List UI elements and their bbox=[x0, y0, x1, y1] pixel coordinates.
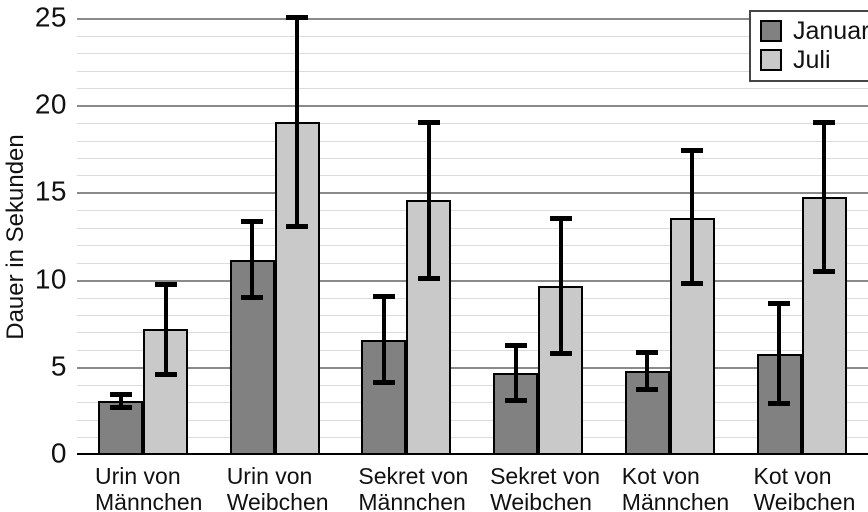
minor-gridline-22 bbox=[77, 70, 868, 72]
error-bar-bottom-cap-januar-urin-von-weibchen bbox=[241, 295, 264, 301]
bar-juli-kot-von-weibchen bbox=[801, 196, 847, 455]
error-bar-top-cap-juli-urin-von-m-nnchen bbox=[154, 282, 177, 288]
minor-gridline-3 bbox=[77, 402, 868, 404]
error-bar-top-cap-januar-kot-von-m-nnchen bbox=[636, 350, 659, 356]
error-bar-top-cap-juli-urin-von-weibchen bbox=[286, 15, 309, 21]
y-tick-label-20: 20 bbox=[34, 88, 67, 120]
error-bar-line-januar-urin-von-weibchen bbox=[250, 221, 255, 299]
error-bar-line-juli-urin-von-m-nnchen bbox=[163, 284, 168, 375]
minor-gridline-8 bbox=[77, 314, 868, 316]
error-bar-top-cap-juli-kot-von-weibchen bbox=[813, 119, 835, 125]
minor-gridline-13 bbox=[77, 227, 868, 229]
major-gridline-15 bbox=[77, 192, 868, 195]
error-bar-line-juli-urin-von-weibchen bbox=[295, 17, 300, 227]
error-bar-top-cap-juli-kot-von-m-nnchen bbox=[681, 147, 704, 153]
legend-label-juli: Juli bbox=[793, 45, 831, 74]
plot-area bbox=[77, 15, 868, 455]
error-bar-bottom-cap-juli-sekret-von-weibchen bbox=[549, 350, 572, 356]
minor-gridline-4 bbox=[77, 384, 868, 386]
legend-swatch-juli bbox=[760, 49, 782, 71]
y-tick-label-25: 25 bbox=[34, 1, 67, 33]
error-bar-line-juli-kot-von-m-nnchen bbox=[690, 149, 695, 285]
error-bar-top-cap-januar-kot-von-weibchen bbox=[768, 301, 790, 307]
y-tick-label-15: 15 bbox=[34, 176, 67, 208]
minor-gridline-6 bbox=[77, 349, 868, 351]
major-gridline-20 bbox=[77, 105, 868, 108]
minor-gridline-14 bbox=[77, 210, 868, 212]
error-bar-bottom-cap-juli-urin-von-weibchen bbox=[286, 223, 309, 229]
major-gridline-10 bbox=[77, 279, 868, 282]
minor-gridline-24 bbox=[77, 35, 868, 37]
error-bar-bottom-cap-januar-sekret-von-weibchen bbox=[504, 397, 527, 403]
legend-entry-juli: Juli bbox=[760, 45, 868, 74]
error-bar-line-juli-sekret-von-weibchen bbox=[558, 217, 563, 354]
error-bar-bottom-cap-juli-kot-von-m-nnchen bbox=[681, 281, 704, 287]
error-bar-bottom-cap-januar-sekret-von-m-nnchen bbox=[372, 380, 395, 386]
y-tick-label-10: 10 bbox=[34, 263, 67, 295]
x-tick-label-kot-von-m-nnchen: Kot von Männchen bbox=[621, 463, 730, 512]
minor-gridline-11 bbox=[77, 262, 868, 264]
x-tick-label-urin-von-weibchen: Urin von Weibchen bbox=[226, 463, 329, 512]
minor-gridline-1 bbox=[77, 437, 868, 439]
minor-gridline-18 bbox=[77, 140, 868, 142]
minor-gridline-17 bbox=[77, 158, 868, 160]
y-tick-label-5: 5 bbox=[50, 350, 67, 382]
error-bar-top-cap-januar-urin-von-m-nnchen bbox=[109, 391, 132, 397]
error-bar-bottom-cap-juli-kot-von-weibchen bbox=[813, 268, 835, 274]
y-axis-title: Dauer in Sekunden bbox=[2, 134, 29, 340]
minor-gridline-2 bbox=[77, 419, 868, 421]
error-bar-bottom-cap-januar-kot-von-weibchen bbox=[768, 401, 790, 407]
bar-juli-sekret-von-weibchen bbox=[538, 285, 584, 455]
minor-gridline-21 bbox=[77, 88, 868, 90]
minor-gridline-19 bbox=[77, 123, 868, 125]
legend-swatch-januar bbox=[760, 20, 782, 42]
error-bar-bottom-cap-januar-urin-von-m-nnchen bbox=[109, 404, 132, 410]
legend-entry-januar: Januar bbox=[760, 16, 868, 45]
x-tick-label-sekret-von-m-nnchen: Sekret von Männchen bbox=[358, 463, 469, 512]
x-tick-label-kot-von-weibchen: Kot von Weibchen bbox=[753, 463, 856, 512]
legend-label-januar: Januar bbox=[793, 16, 868, 45]
error-bar-line-januar-kot-von-weibchen bbox=[777, 303, 781, 405]
minor-gridline-16 bbox=[77, 175, 868, 177]
x-tick-label-urin-von-m-nnchen: Urin von Männchen bbox=[95, 463, 203, 512]
error-bar-line-januar-sekret-von-m-nnchen bbox=[381, 296, 386, 384]
error-bar-line-januar-sekret-von-weibchen bbox=[513, 345, 518, 401]
legend: Januar Juli bbox=[749, 10, 868, 82]
minor-gridline-7 bbox=[77, 332, 868, 334]
error-bar-top-cap-juli-sekret-von-m-nnchen bbox=[417, 119, 440, 125]
error-bar-line-juli-kot-von-weibchen bbox=[822, 121, 826, 272]
error-bar-bottom-cap-juli-urin-von-m-nnchen bbox=[154, 371, 177, 377]
x-axis-line bbox=[77, 453, 868, 455]
minor-gridline-9 bbox=[77, 297, 868, 299]
error-bar-bottom-cap-januar-kot-von-m-nnchen bbox=[636, 387, 659, 393]
error-bar-line-januar-kot-von-m-nnchen bbox=[645, 352, 650, 391]
x-tick-label-sekret-von-weibchen: Sekret von Weibchen bbox=[490, 463, 601, 512]
error-bar-bottom-cap-juli-sekret-von-m-nnchen bbox=[417, 275, 440, 281]
error-bar-top-cap-januar-sekret-von-weibchen bbox=[504, 343, 527, 349]
minor-gridline-23 bbox=[77, 53, 868, 55]
major-gridline-5 bbox=[77, 366, 868, 369]
error-bar-top-cap-januar-urin-von-weibchen bbox=[241, 219, 264, 225]
minor-gridline-12 bbox=[77, 245, 868, 247]
error-bar-top-cap-juli-sekret-von-weibchen bbox=[549, 215, 572, 221]
major-gridline-25 bbox=[77, 18, 868, 20]
y-tick-label-0: 0 bbox=[50, 437, 67, 469]
error-bar-line-juli-sekret-von-m-nnchen bbox=[426, 121, 431, 279]
error-bar-line-januar-urin-von-m-nnchen bbox=[118, 393, 123, 408]
error-bar-top-cap-januar-sekret-von-m-nnchen bbox=[372, 294, 395, 300]
